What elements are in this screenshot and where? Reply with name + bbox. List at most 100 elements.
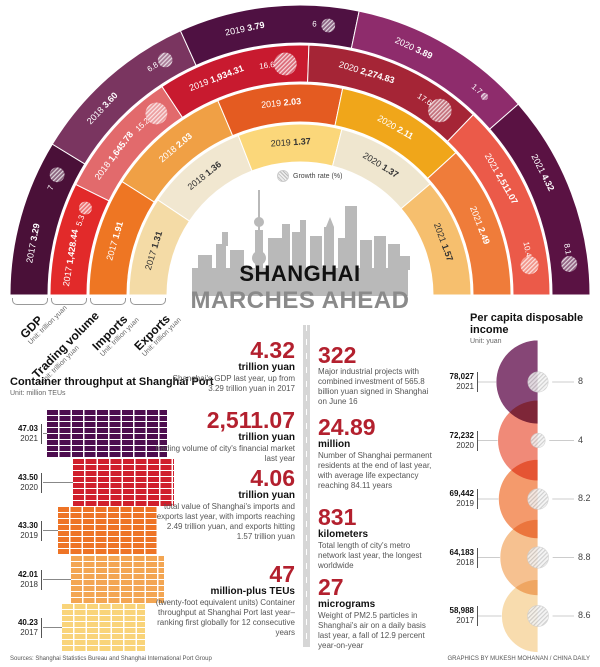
growth-rate-circle: [530, 432, 546, 448]
income-growth-rate: 8: [578, 376, 584, 386]
fact-left: 2,511.07 trillion yuan trading volume of c…: [155, 408, 295, 464]
page-title: SHANGHAI: [239, 261, 361, 286]
growth-rate-circle: [527, 488, 549, 510]
throughput-year: 2019: [20, 531, 38, 540]
growth-rate-circle: [520, 256, 539, 275]
fact-description: Shanghai's GDP last year, up from 3.29 t…: [172, 374, 295, 393]
arc-year: 2019: [224, 24, 248, 38]
income-label: 64,183 2018: [440, 547, 478, 568]
arc-value: 3.29: [29, 223, 42, 242]
throughput-label: 43.50 2020: [8, 472, 42, 493]
income-semicircle-2017: [501, 579, 539, 653]
income-year: 2019: [456, 499, 474, 508]
arc-label: 2017 3.29: [25, 223, 42, 264]
growth-rate-circle: [428, 98, 452, 123]
fact-right: 27 micrograms Weight of PM2.5 particles in…: [318, 575, 436, 651]
leader-line: [43, 578, 71, 580]
fact-right: 24.89 million Number of Shanghai permanent…: [318, 415, 436, 491]
income-value: 78,027: [449, 372, 474, 381]
leader-line: [43, 530, 58, 531]
throughput-label: 47.03 2021: [8, 424, 42, 444]
leader-line: [43, 481, 73, 483]
throughput-title: Container throughput at Shanghai Port: [10, 376, 214, 388]
growth-rate-circle: [321, 18, 336, 33]
brace-exports: [130, 298, 166, 305]
fact-number: 831: [318, 504, 357, 530]
throughput-year: 2017: [20, 628, 38, 637]
fact-description: total value of Shanghai's imports and ex…: [156, 502, 295, 541]
fact-left: 4.32 trillion yuan Shanghai's GDP last yea…: [155, 338, 295, 394]
throughput-header: Container throughput at Shanghai Port Un…: [10, 376, 214, 397]
arc-year: 2017: [25, 240, 39, 264]
fact-unit: million: [318, 439, 351, 450]
fact-right: 322 Major industrial projects with combin…: [318, 343, 436, 407]
fact-right: 831 kilometers Total length of city's metr…: [318, 505, 436, 571]
income-value: 58,988: [449, 606, 474, 615]
throughput-bar-2021: [47, 410, 168, 457]
income-year: 2021: [456, 382, 474, 391]
income-label: 72,232 2020: [440, 430, 478, 451]
arc-value: 1.91: [111, 220, 126, 240]
fact-unit: trillion yuan: [238, 362, 295, 373]
fact-number: 27: [318, 574, 344, 600]
throughput-bar-2019: [58, 507, 158, 554]
arc-segment-gdp-2021: [489, 103, 591, 296]
sources-note: Sources: Shanghai Statistics Bureau and …: [10, 656, 212, 662]
throughput-value: 43.50: [17, 472, 38, 482]
arc-segment-imports-2021: [427, 152, 512, 296]
fact-description: Major industrial projects with combined …: [318, 367, 429, 406]
throughput-bar-2017: [62, 604, 145, 651]
throughput-value: 40.23: [17, 618, 38, 627]
fact-left: 47 million-plus TEUs (twenty-foot equivale…: [155, 562, 295, 638]
income-year: 2018: [456, 557, 474, 567]
fact-number: 24.89: [318, 414, 376, 440]
growth-rate-circle: [157, 52, 173, 68]
income-unit: Unit: yuan: [470, 338, 502, 345]
income-growth-rate: 8.2: [578, 493, 591, 503]
leader-line: [43, 433, 47, 434]
hatched-circle-icon: [277, 170, 289, 182]
fact-number: 322: [318, 342, 357, 368]
arc-value: 1.31: [150, 230, 165, 250]
arc-year: 2017: [61, 263, 74, 287]
income-growth-rate: 8.6: [578, 610, 591, 620]
fact-description: Weight of PM2.5 particles in Shanghai's …: [318, 611, 426, 650]
growth-rate-label: 5.3: [74, 213, 86, 227]
growth-rate-circle: [273, 52, 297, 76]
growth-rate-circle: [480, 92, 489, 101]
growth-rate-label: 7: [46, 183, 56, 191]
brace-trading: [51, 298, 87, 305]
income-value: 64,183: [449, 547, 474, 557]
growth-rate-legend: Growth rate (%): [277, 170, 342, 182]
fact-number: 4.06: [250, 465, 295, 491]
graphics-credit: GRAPHICS BY MUKESH MOHANAN / CHINA DAILY: [447, 656, 590, 662]
growth-rate-circle: [561, 255, 578, 272]
growth-rate-label: 10.4: [521, 241, 533, 259]
throughput-unit: Unit: million TEUs: [10, 390, 66, 397]
income-growth-rate: 8.8: [578, 551, 591, 562]
arc-year: 2019: [270, 138, 293, 149]
arc-year: 2019: [261, 98, 284, 110]
throughput-value: 47.03: [17, 424, 38, 433]
income-value: 72,232: [449, 430, 474, 440]
throughput-value: 42.01: [17, 569, 38, 579]
fact-unit: trillion yuan: [238, 490, 295, 501]
arc-value: 1.37: [293, 136, 311, 147]
income-label: 78,027 2021: [440, 372, 478, 392]
brace-gdp: [12, 298, 48, 305]
brace-imports: [90, 298, 126, 305]
throughput-bar-2020: [73, 458, 174, 506]
fact-unit: micrograms: [318, 599, 376, 610]
throughput-year: 2018: [20, 579, 38, 589]
income-label: 58,988 2017: [440, 606, 478, 626]
fact-unit: trillion yuan: [238, 432, 295, 443]
page-subtitle: MARCHES AHEAD: [190, 287, 410, 314]
income-header: Per capita disposable income Unit: yuan: [470, 312, 600, 345]
fact-description: trading volume of city's financial marke…: [155, 444, 295, 463]
throughput-bar-2018: [71, 555, 164, 603]
throughput-label: 42.01 2018: [8, 569, 42, 590]
growth-rate-circle: [78, 201, 92, 215]
arc-value: 2.03: [283, 96, 301, 108]
fact-unit: kilometers: [318, 529, 369, 540]
